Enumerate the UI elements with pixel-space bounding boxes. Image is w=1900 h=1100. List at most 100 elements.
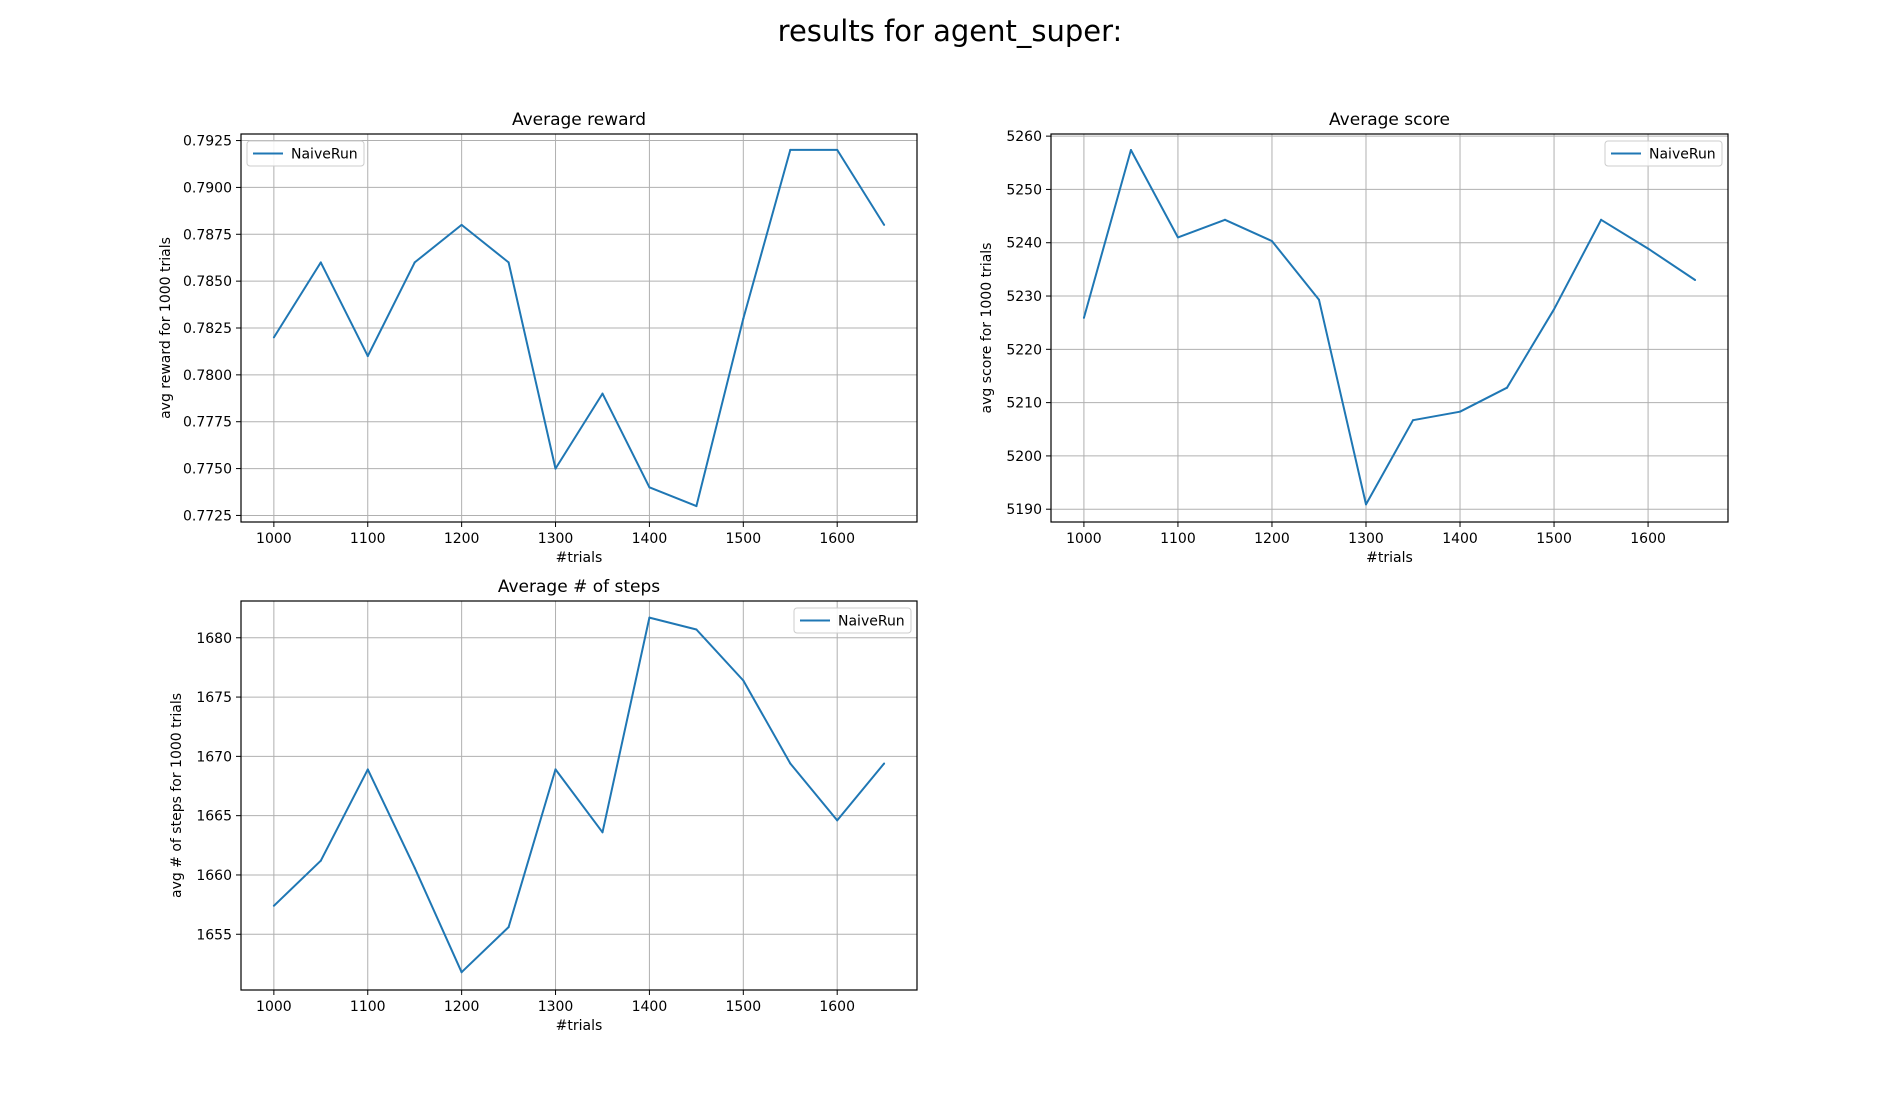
y-axis-label: avg # of steps for 1000 trials (169, 693, 185, 898)
data-point (1270, 240, 1273, 243)
axes-frame (240, 133, 918, 523)
y-tick-label: 5250 (1006, 182, 1042, 198)
y-tick-label: 5210 (1006, 396, 1042, 412)
data-point (883, 223, 886, 226)
data-point (460, 223, 463, 226)
data-point (1364, 503, 1367, 506)
subplot-title: Average reward (512, 110, 646, 130)
legend-label: NaiveRun (291, 147, 358, 163)
x-axis-label: #trials (1366, 550, 1413, 566)
x-axis-label: #trials (556, 550, 603, 566)
data-point (554, 768, 557, 771)
y-tick-label: 1665 (196, 809, 232, 825)
data-point (1459, 410, 1462, 413)
y-tick-label: 0.7775 (183, 415, 232, 431)
data-point (836, 819, 839, 822)
data-point (413, 866, 416, 869)
x-tick-label: 1300 (1348, 531, 1384, 547)
x-tick-label: 1300 (538, 531, 574, 547)
data-point (413, 261, 416, 264)
x-tick-label: 1500 (1536, 531, 1572, 547)
y-tick-label: 0.7800 (183, 368, 232, 384)
data-point (695, 628, 698, 631)
data-point (1412, 419, 1415, 422)
x-tick-label: 1200 (444, 531, 480, 547)
series-line-NaiveRun (273, 616, 885, 974)
legend: NaiveRun (1604, 140, 1723, 167)
data-point (319, 261, 322, 264)
data-point (1223, 218, 1226, 221)
y-tick-label: 5260 (1006, 129, 1042, 145)
legend-box (246, 140, 365, 167)
y-tick-label: 0.7875 (183, 227, 232, 243)
y-tick-label: 1670 (196, 749, 232, 765)
y-axis-label: avg score for 1000 trials (979, 243, 995, 414)
figure-title: results for agent_super: (777, 14, 1123, 48)
y-tick-label: 1660 (196, 868, 232, 884)
subplot-title: Average score (1329, 110, 1450, 130)
y-tick-label: 1655 (196, 927, 232, 943)
data-point (648, 486, 651, 489)
x-tick-label: 1600 (819, 999, 855, 1015)
y-tick-label: 0.7925 (183, 134, 232, 150)
x-tick-label: 1600 (819, 531, 855, 547)
data-point (695, 505, 698, 508)
subplot-2: 1000 1100 1200 1300 1400 1500 1600 5190 5200 5210… (979, 110, 1729, 566)
series-line-NaiveRun (1082, 149, 1696, 506)
data-point (1600, 218, 1603, 221)
x-tick-label: 1000 (1066, 531, 1102, 547)
data-point (507, 261, 510, 264)
x-tick-label: 1500 (725, 531, 761, 547)
x-tick-label: 1100 (1160, 531, 1196, 547)
data-point (836, 148, 839, 151)
y-tick-label: 0.7825 (183, 321, 232, 337)
x-tick-label: 1400 (632, 531, 668, 547)
y-tick-label: 5240 (1006, 236, 1042, 252)
data-point (601, 831, 604, 834)
data-point (601, 392, 604, 395)
data-point (460, 971, 463, 974)
data-point (1129, 148, 1132, 151)
data-point (1647, 247, 1650, 250)
data-point (1082, 316, 1085, 319)
data-point (1176, 236, 1179, 239)
axes-frame (240, 600, 918, 991)
y-axis-label: avg reward for 1000 trials (158, 237, 174, 419)
data-point (554, 467, 557, 470)
x-tick-label: 1000 (256, 999, 292, 1015)
x-tick-label: 1000 (256, 531, 292, 547)
y-tick-label: 5230 (1006, 289, 1042, 305)
legend: NaiveRun (246, 140, 365, 167)
series-line-NaiveRun (273, 148, 885, 508)
data-point (1317, 298, 1320, 301)
data-point (742, 679, 745, 682)
data-point (1694, 279, 1697, 282)
data-point (366, 355, 369, 358)
x-tick-label: 1200 (1254, 531, 1290, 547)
data-point (883, 762, 886, 765)
x-tick-label: 1100 (350, 531, 386, 547)
data-point (319, 859, 322, 862)
data-point (742, 317, 745, 320)
x-tick-label: 1100 (350, 999, 386, 1015)
legend-box (1604, 140, 1723, 167)
x-axis-label: #trials (556, 1018, 603, 1034)
x-tick-label: 1500 (725, 999, 761, 1015)
subplot-title: Average # of steps (498, 577, 660, 597)
legend-label: NaiveRun (838, 614, 905, 630)
y-tick-label: 1675 (196, 690, 232, 706)
y-tick-label: 5190 (1006, 502, 1042, 518)
x-tick-label: 1300 (538, 999, 574, 1015)
x-tick-label: 1400 (632, 999, 668, 1015)
y-tick-label: 5200 (1006, 449, 1042, 465)
legend-box (793, 607, 912, 634)
y-tick-label: 1680 (196, 631, 232, 647)
data-point (366, 768, 369, 771)
data-point (1506, 386, 1509, 389)
legend: NaiveRun (793, 607, 912, 634)
subplot-3: 1000 1100 1200 1300 1400 1500 1600 1655 1660 1665… (169, 577, 918, 1034)
y-tick-label: 5220 (1006, 342, 1042, 358)
y-tick-label: 0.7725 (183, 508, 232, 524)
x-tick-label: 1600 (1630, 531, 1666, 547)
